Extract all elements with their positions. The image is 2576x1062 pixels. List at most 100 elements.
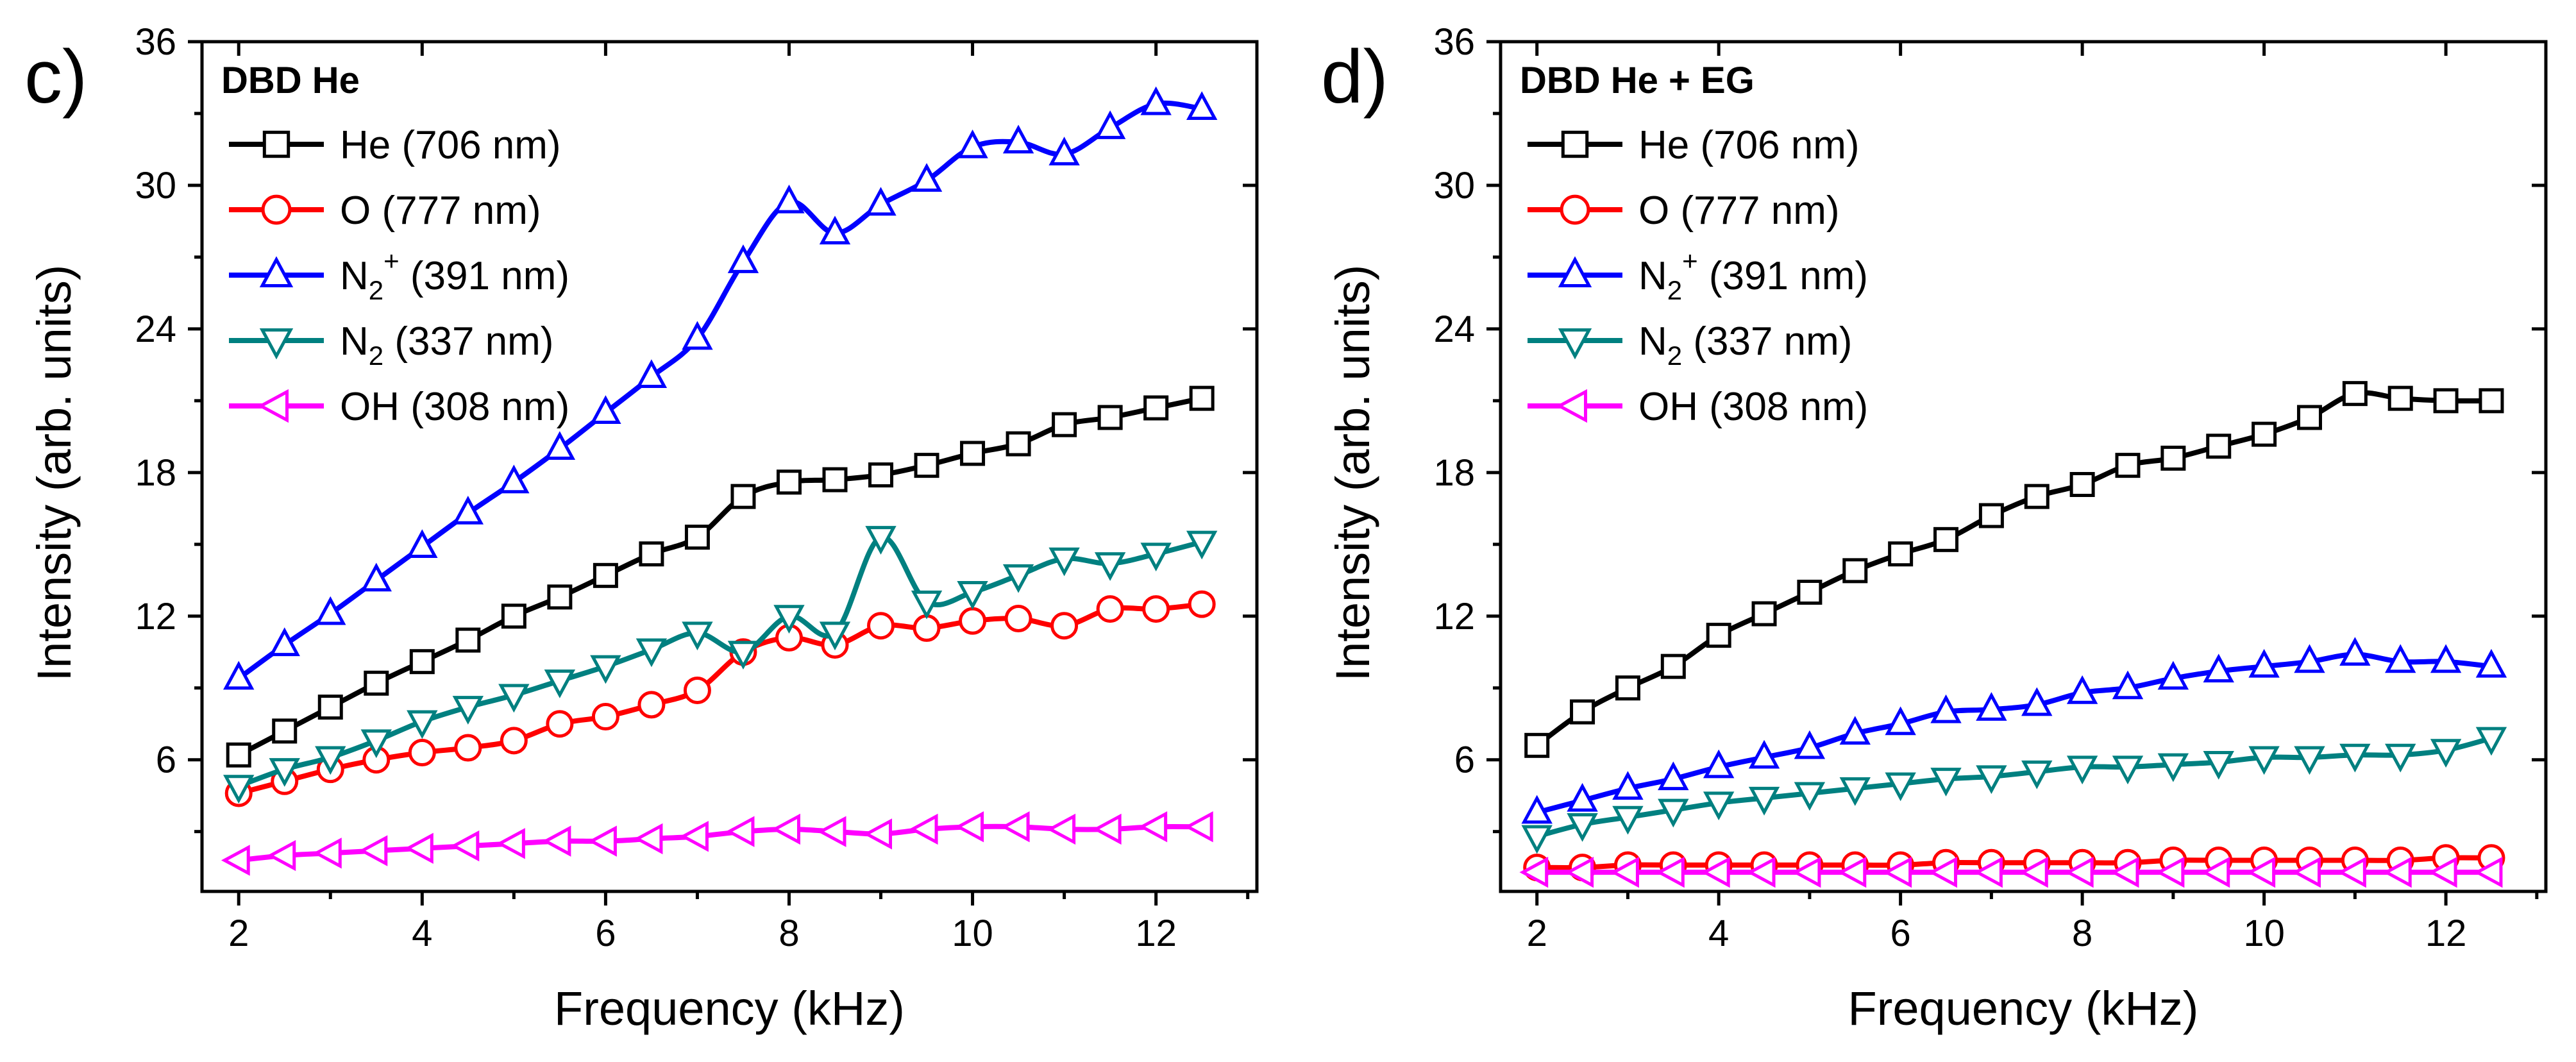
data-point bbox=[1928, 856, 1958, 888]
data-point bbox=[272, 718, 298, 744]
y-axis-title: Intensity (arb. units) bbox=[28, 265, 81, 682]
data-point bbox=[2024, 484, 2050, 509]
data-point bbox=[501, 603, 526, 629]
series-line bbox=[238, 823, 1202, 863]
x-tick-label: 6 bbox=[595, 913, 616, 954]
data-point bbox=[2294, 644, 2325, 673]
data-point bbox=[1097, 405, 1123, 430]
data-point bbox=[2382, 856, 2412, 888]
data-point bbox=[634, 823, 663, 855]
series-line bbox=[1536, 855, 2492, 870]
data-point bbox=[682, 621, 713, 651]
data-point bbox=[684, 525, 710, 550]
data-point bbox=[2296, 405, 2322, 430]
data-point bbox=[1140, 543, 1172, 571]
legend-label: N2+ (391 nm) bbox=[1638, 246, 1868, 305]
data-point bbox=[1050, 612, 1079, 640]
y-axis-title: Intensity (arb. units) bbox=[1326, 265, 1379, 682]
legend: DBD He He (706 nm) O (777 nm) N2+ (391 nm) N… bbox=[221, 60, 569, 429]
x-tick-label: 4 bbox=[412, 913, 432, 954]
x-tick-label: 12 bbox=[1135, 913, 1177, 954]
data-point bbox=[2385, 644, 2416, 673]
data-point bbox=[2019, 856, 2048, 888]
series-line bbox=[1535, 390, 2492, 748]
y-tick-label: 24 bbox=[1433, 308, 1475, 350]
data-point bbox=[682, 321, 713, 350]
data-point bbox=[590, 395, 621, 425]
legend-label: He (706 nm) bbox=[340, 123, 561, 167]
data-point bbox=[1751, 601, 1777, 627]
data-point bbox=[1524, 732, 1550, 758]
data-point bbox=[773, 184, 805, 214]
data-point bbox=[269, 627, 300, 657]
data-point bbox=[405, 832, 434, 864]
data-point bbox=[2433, 388, 2459, 414]
data-point bbox=[1610, 856, 1639, 888]
data-point bbox=[542, 825, 571, 857]
data-point bbox=[2066, 755, 2098, 785]
data-point bbox=[454, 734, 482, 762]
data-point bbox=[1658, 761, 1689, 791]
data-point bbox=[358, 835, 388, 866]
data-point bbox=[911, 163, 943, 192]
data-point bbox=[1184, 811, 1213, 843]
x-tick-label: 8 bbox=[779, 913, 799, 954]
data-point bbox=[1096, 595, 1124, 623]
data-point bbox=[2248, 746, 2280, 775]
legend-label: He (706 nm) bbox=[1638, 123, 1860, 167]
data-point bbox=[452, 496, 484, 525]
data-point bbox=[1612, 805, 1644, 835]
data-point bbox=[408, 739, 436, 767]
data-point bbox=[2475, 727, 2507, 756]
data-point bbox=[2157, 753, 2189, 782]
data-point bbox=[817, 816, 846, 847]
data-point bbox=[2155, 856, 2185, 888]
data-point bbox=[1701, 856, 1730, 888]
data-point bbox=[544, 431, 576, 460]
data-point bbox=[2206, 434, 2232, 459]
data-point bbox=[452, 696, 484, 725]
data-point bbox=[1092, 813, 1122, 845]
data-point bbox=[544, 670, 576, 698]
data-point bbox=[1839, 777, 1871, 806]
data-point bbox=[2021, 760, 2053, 789]
data-point bbox=[1930, 694, 1962, 723]
data-point bbox=[1140, 86, 1172, 115]
data-point bbox=[1888, 541, 1914, 567]
data-point bbox=[1002, 124, 1034, 154]
data-point bbox=[1521, 825, 1553, 854]
y-tick-label: 12 bbox=[135, 596, 176, 637]
data-point bbox=[590, 655, 621, 684]
data-point bbox=[2112, 670, 2144, 700]
series-4 bbox=[221, 811, 1213, 876]
y-tick-label: 36 bbox=[135, 21, 176, 63]
data-point bbox=[313, 838, 342, 869]
series-line bbox=[237, 100, 1202, 681]
data-point bbox=[955, 811, 984, 843]
legend-marker bbox=[1560, 194, 1590, 225]
data-point bbox=[409, 649, 435, 675]
series-line bbox=[238, 602, 1202, 796]
data-point bbox=[957, 129, 988, 158]
legend-label: N2 (337 nm) bbox=[1638, 319, 1852, 371]
data-point bbox=[639, 541, 664, 567]
data-point bbox=[771, 813, 800, 845]
legend-marker bbox=[259, 328, 294, 360]
data-point bbox=[914, 453, 939, 478]
data-point bbox=[909, 813, 938, 845]
data-point bbox=[2112, 755, 2144, 785]
x-tick-label: 6 bbox=[1890, 913, 1911, 954]
data-point bbox=[364, 670, 389, 696]
data-point bbox=[1703, 791, 1735, 821]
data-point bbox=[1570, 699, 1595, 725]
legend-title: DBD He + EG bbox=[1520, 60, 1755, 101]
data-point bbox=[776, 469, 802, 495]
data-point bbox=[267, 839, 296, 872]
data-point bbox=[223, 775, 255, 804]
legend-marker bbox=[1558, 328, 1592, 360]
data-point bbox=[2473, 856, 2503, 888]
data-point bbox=[547, 584, 573, 610]
data-point bbox=[498, 464, 530, 494]
data-point bbox=[2064, 856, 2094, 888]
